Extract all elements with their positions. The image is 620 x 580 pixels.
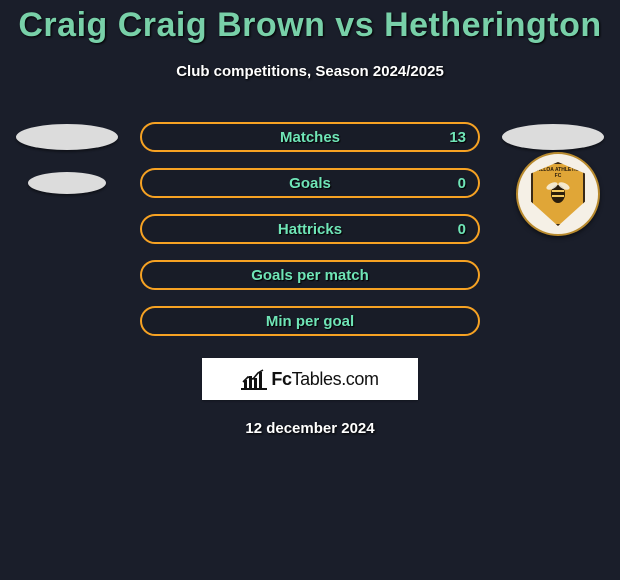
player-avatar-placeholder-icon <box>16 124 118 150</box>
brand-suffix: Tables.com <box>292 369 379 389</box>
left-avatar-slot <box>12 114 122 160</box>
left-empty-slot <box>12 252 122 298</box>
stat-value-right: 0 <box>458 221 466 238</box>
stat-pill-gpm: Goals per match <box>140 260 480 290</box>
page-title: Craig Craig Brown vs Hetherington <box>0 0 620 45</box>
right-empty-slot <box>498 252 608 298</box>
stat-pill-mpg: Min per goal <box>140 306 480 336</box>
club-placeholder-icon <box>28 172 106 194</box>
left-empty-slot <box>12 206 122 252</box>
club-crest-icon: ALLOA ATHLETIC FC <box>516 152 600 236</box>
stat-value-right: 13 <box>449 129 466 146</box>
bar-chart-icon <box>241 368 267 390</box>
left-empty-slot <box>12 298 122 344</box>
stat-label: Matches <box>280 129 340 146</box>
stat-row: Matches 13 <box>0 114 620 160</box>
brand-box: FcTables.com <box>202 358 418 400</box>
left-club-slot <box>12 160 122 206</box>
subtitle: Club competitions, Season 2024/2025 <box>0 63 620 80</box>
stat-label: Goals <box>289 175 331 192</box>
stat-pill-matches: Matches 13 <box>140 122 480 152</box>
stat-value-right: 0 <box>458 175 466 192</box>
brand-prefix: Fc <box>271 369 291 389</box>
stat-pill-hattricks: Hattricks 0 <box>140 214 480 244</box>
stat-pill-goals: Goals 0 <box>140 168 480 198</box>
brand-text: FcTables.com <box>271 369 378 390</box>
shield-icon: ALLOA ATHLETIC FC <box>531 162 585 226</box>
date-label: 12 december 2024 <box>0 420 620 437</box>
stat-label: Hattricks <box>278 221 342 238</box>
right-empty-slot <box>498 298 608 344</box>
comparison-block: Matches 13 Goals 0 ALLOA ATHLETIC FC <box>0 114 620 344</box>
stat-row: Goals per match <box>0 252 620 298</box>
stat-label: Min per goal <box>266 313 354 330</box>
stat-label: Goals per match <box>251 267 369 284</box>
right-club-slot: ALLOA ATHLETIC FC <box>498 160 608 206</box>
stat-row: Min per goal <box>0 298 620 344</box>
player-avatar-placeholder-icon <box>502 124 604 150</box>
stat-row: Goals 0 ALLOA ATHLETIC FC <box>0 160 620 206</box>
wasp-icon <box>544 178 572 206</box>
